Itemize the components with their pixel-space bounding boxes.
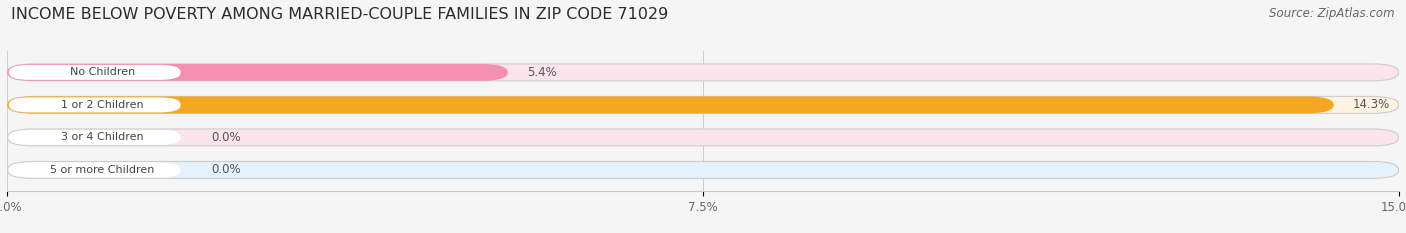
FancyBboxPatch shape <box>7 96 1334 113</box>
FancyBboxPatch shape <box>7 161 1399 178</box>
Text: 5.4%: 5.4% <box>527 66 557 79</box>
Text: INCOME BELOW POVERTY AMONG MARRIED-COUPLE FAMILIES IN ZIP CODE 71029: INCOME BELOW POVERTY AMONG MARRIED-COUPL… <box>11 7 668 22</box>
FancyBboxPatch shape <box>7 96 1399 113</box>
FancyBboxPatch shape <box>8 97 180 112</box>
FancyBboxPatch shape <box>8 65 180 80</box>
Text: 0.0%: 0.0% <box>211 131 240 144</box>
Text: Source: ZipAtlas.com: Source: ZipAtlas.com <box>1270 7 1395 20</box>
Text: 0.0%: 0.0% <box>211 163 240 176</box>
Text: 1 or 2 Children: 1 or 2 Children <box>60 100 143 110</box>
FancyBboxPatch shape <box>8 130 180 145</box>
FancyBboxPatch shape <box>7 129 1399 146</box>
Text: No Children: No Children <box>69 67 135 77</box>
Text: 5 or more Children: 5 or more Children <box>51 165 155 175</box>
FancyBboxPatch shape <box>7 64 1399 81</box>
Text: 14.3%: 14.3% <box>1353 98 1389 111</box>
FancyBboxPatch shape <box>8 162 180 177</box>
FancyBboxPatch shape <box>7 64 508 81</box>
Text: 3 or 4 Children: 3 or 4 Children <box>60 132 143 142</box>
